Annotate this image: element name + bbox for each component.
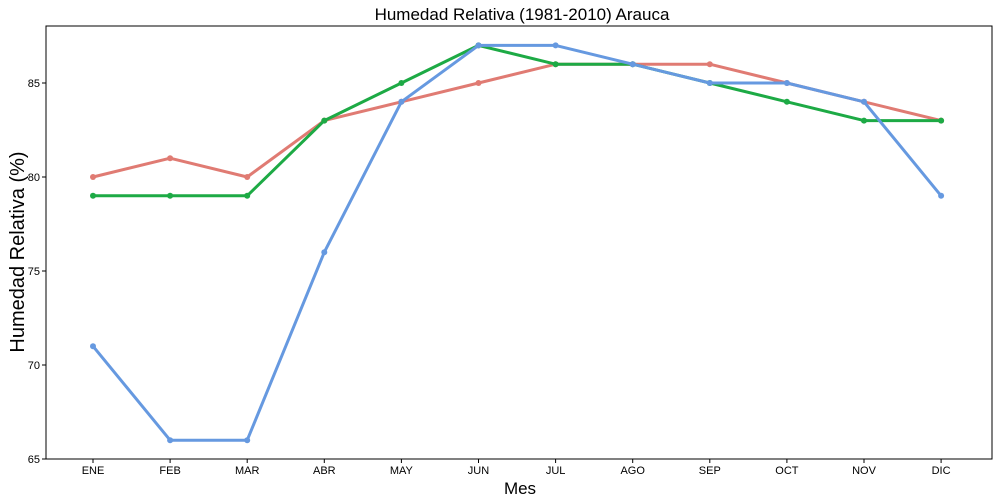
- y-tick-label: 85: [28, 78, 40, 90]
- x-tick-label: NOV: [852, 465, 877, 477]
- data-point: [783, 98, 790, 105]
- data-point: [398, 80, 405, 86]
- x-tick-label: DIC: [932, 465, 951, 477]
- x-tick-label: MAY: [390, 465, 414, 477]
- data-point: [783, 80, 790, 86]
- data-point: [629, 61, 636, 68]
- y-tick-label: 70: [28, 360, 40, 372]
- y-tick-label: 80: [28, 172, 40, 184]
- data-point: [321, 249, 328, 256]
- data-point: [244, 192, 251, 199]
- data-point: [244, 437, 251, 444]
- series-line: [91, 43, 943, 198]
- x-axis-label: Mes: [504, 479, 536, 498]
- data-point: [475, 80, 482, 86]
- x-tick-label: JUL: [546, 465, 566, 477]
- plot-panel: [45, 25, 993, 460]
- series-2: [90, 42, 945, 199]
- data-point: [167, 192, 174, 199]
- data-point: [90, 343, 96, 350]
- y-tick-label: 65: [28, 454, 40, 466]
- y-tick-label: 75: [28, 266, 40, 278]
- data-point: [167, 437, 174, 444]
- data-point: [706, 61, 713, 68]
- series-3: [90, 42, 945, 444]
- x-tick-label: ENE: [82, 465, 105, 477]
- x-tick-label: AGO: [620, 465, 645, 477]
- series-line: [91, 62, 943, 179]
- data-point: [938, 117, 945, 124]
- series-line: [91, 43, 943, 442]
- data-point: [552, 61, 559, 68]
- data-point: [244, 174, 251, 180]
- data-point: [861, 117, 867, 124]
- chart-title: Humedad Relativa (1981-2010) Arauca: [375, 5, 670, 24]
- data-point: [938, 192, 945, 199]
- series-1: [90, 61, 945, 180]
- data-point: [90, 192, 96, 199]
- x-tick-label: SEP: [699, 465, 721, 477]
- data-point: [552, 42, 559, 49]
- data-point: [475, 42, 482, 49]
- data-point: [398, 98, 405, 105]
- x-tick-label: FEB: [159, 465, 180, 477]
- y-axis-label: Humedad Relativa (%): [7, 151, 29, 352]
- x-tick-label: MAR: [235, 465, 260, 477]
- data-point: [321, 117, 328, 124]
- data-point: [861, 98, 867, 105]
- x-tick-label: JUN: [468, 465, 489, 477]
- data-point: [706, 80, 713, 86]
- data-point: [90, 174, 96, 180]
- data-point: [167, 155, 174, 162]
- x-tick-label: OCT: [775, 465, 799, 477]
- x-tick-label: ABR: [313, 465, 336, 477]
